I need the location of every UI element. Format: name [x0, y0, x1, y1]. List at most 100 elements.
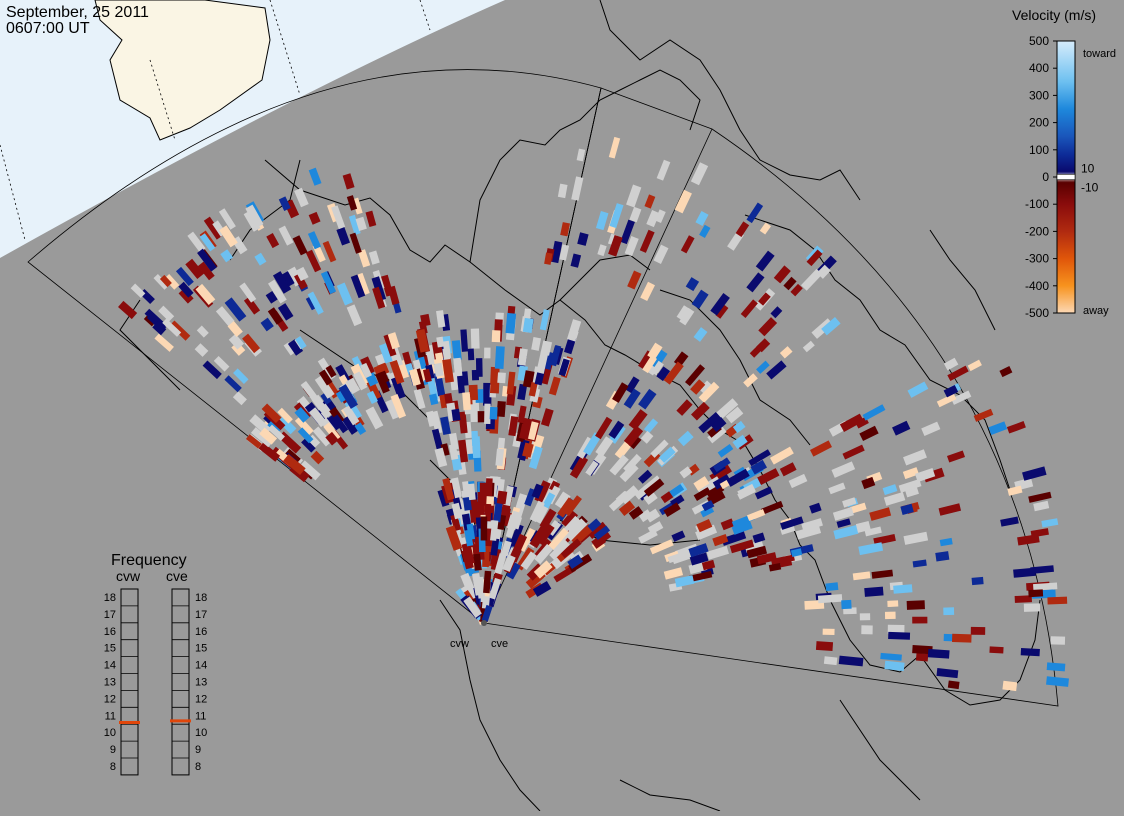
- velocity-cell: [480, 516, 488, 541]
- velocity-cell: [790, 548, 803, 557]
- velocity-cell: [215, 306, 235, 327]
- velocity-cell: [533, 504, 549, 524]
- velocity-cell: [243, 296, 261, 315]
- cvw-fov: [27, 69, 602, 624]
- frequency-column-cvw: [120, 588, 139, 776]
- velocity-cell: [691, 401, 710, 421]
- velocity-cell: [294, 415, 314, 436]
- velocity-cell: [413, 388, 426, 410]
- velocity-cell: [277, 415, 297, 435]
- velocity-cell: [597, 244, 607, 257]
- velocity-cell: [355, 216, 367, 232]
- velocity-cell: [187, 231, 206, 253]
- velocity-cell: [1023, 603, 1041, 612]
- velocity-cell: [469, 399, 480, 423]
- velocity-cell: [490, 520, 499, 541]
- velocity-cell: [460, 329, 469, 352]
- velocity-cell: [701, 559, 716, 571]
- velocity-cell: [338, 384, 358, 409]
- velocity-cell: [790, 283, 803, 297]
- velocity-cell: [628, 506, 644, 520]
- velocity-cell: [801, 518, 823, 532]
- velocity-cell: [809, 502, 822, 514]
- frequency-tick-label: 13: [195, 677, 207, 689]
- velocity-cell: [743, 373, 758, 388]
- velocity-cell: [299, 460, 321, 481]
- velocity-cell: [526, 421, 539, 441]
- velocity-cell: [164, 274, 180, 290]
- velocity-cell: [488, 577, 502, 600]
- frequency-radar-label-cvw: cvw: [116, 568, 141, 584]
- velocity-cell: [1033, 500, 1050, 512]
- velocity-cell: [623, 425, 644, 447]
- velocity-cell: [608, 420, 625, 439]
- velocity-cell: [196, 325, 209, 338]
- velocity-cell: [539, 309, 550, 331]
- velocity-cell: [387, 332, 400, 350]
- velocity-cell: [674, 189, 692, 214]
- velocity-cell: [869, 507, 892, 521]
- alaska-landmass: [94, 0, 271, 141]
- velocity-cell: [485, 478, 493, 497]
- velocity-cell: [852, 571, 871, 581]
- velocity-cell: [1041, 518, 1059, 528]
- velocity-cell: [864, 586, 884, 597]
- velocity-cell: [522, 442, 534, 458]
- velocity-cell: [595, 436, 614, 457]
- velocity-cell: [560, 222, 571, 237]
- velocity-cell: [543, 351, 555, 370]
- velocity-cell: [688, 543, 709, 558]
- velocity-cell: [520, 417, 533, 439]
- velocity-cell: [389, 359, 405, 385]
- velocity-cell: [318, 369, 333, 386]
- velocity-cell: [712, 474, 732, 490]
- velocity-cell: [272, 271, 292, 294]
- velocity-cell: [873, 534, 896, 546]
- velocity-cell: [1014, 595, 1032, 603]
- velocity-cell: [577, 232, 589, 246]
- velocity-cell: [619, 462, 639, 483]
- velocity-cell: [451, 340, 462, 361]
- velocity-cell: [490, 366, 500, 385]
- velocity-cell: [1013, 567, 1036, 578]
- velocity-cell: [496, 490, 508, 505]
- velocity-cell: [539, 508, 557, 530]
- velocity-cell: [1006, 421, 1026, 434]
- velocity-cell: [536, 350, 549, 374]
- velocity-cell: [245, 204, 264, 229]
- velocity-cell: [383, 333, 397, 357]
- radar-sites: cvw cve: [450, 620, 508, 650]
- velocity-cell: [571, 176, 584, 201]
- velocity-cell: [822, 628, 835, 636]
- velocity-cell: [689, 571, 713, 582]
- velocity-cell: [505, 312, 517, 334]
- velocity-cell: [717, 443, 734, 458]
- velocity-cell: [548, 376, 561, 396]
- velocity-cell: [651, 349, 668, 370]
- velocity-cell: [880, 652, 902, 661]
- velocity-cell: [779, 346, 793, 359]
- velocity-cell: [283, 342, 296, 356]
- velocity-cell: [1000, 516, 1019, 527]
- velocity-cell: [690, 162, 709, 186]
- velocity-cell: [118, 300, 138, 320]
- velocity-cell: [493, 553, 507, 576]
- velocity-cell: [780, 524, 796, 535]
- velocity-cell: [175, 266, 194, 287]
- velocity-cell: [921, 421, 941, 436]
- velocity-cell: [520, 551, 537, 570]
- velocity-cell: [643, 418, 659, 434]
- date-label: September, 25 2011: [6, 4, 149, 21]
- velocity-toward-label: toward: [1083, 48, 1116, 60]
- velocity-cell: [884, 611, 896, 620]
- velocity-cell: [558, 358, 570, 377]
- velocity-cell: [300, 380, 320, 404]
- velocity-cell: [549, 539, 570, 560]
- velocity-cell: [663, 361, 684, 385]
- velocity-cell: [430, 410, 443, 434]
- velocity-cell: [939, 537, 953, 547]
- velocity-cell: [530, 434, 545, 456]
- velocity-tick-label: 0: [1042, 170, 1049, 184]
- velocity-cell: [674, 575, 695, 588]
- velocity-cell: [971, 576, 984, 586]
